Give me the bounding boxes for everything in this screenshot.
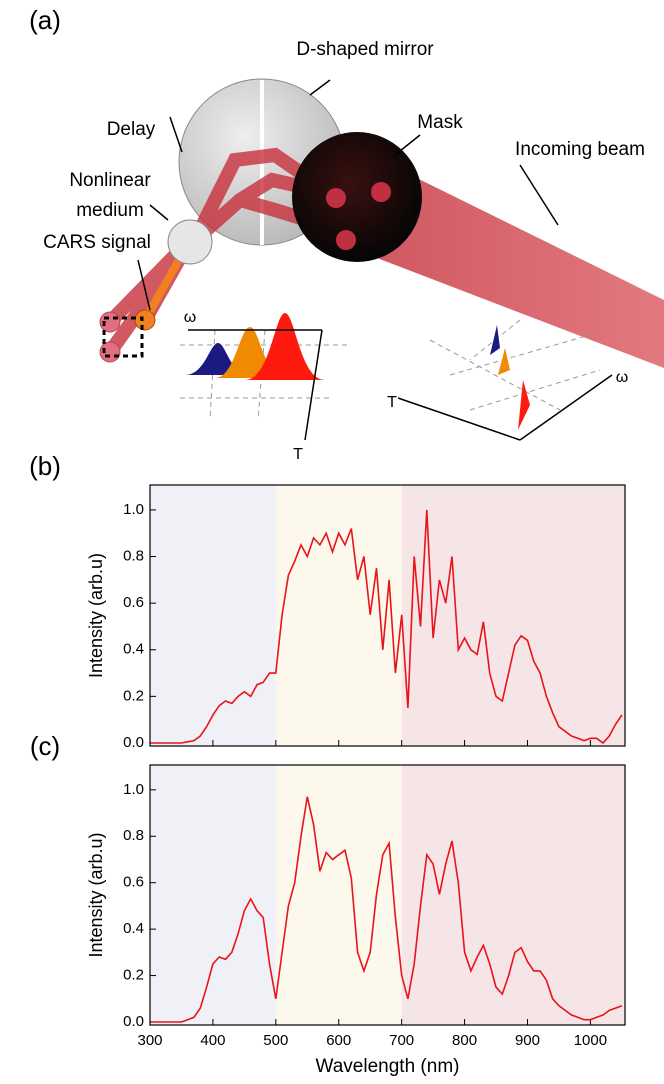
diagram: (a) D-shaped mirror Delay Mask Incoming … <box>29 5 664 463</box>
x-tick-label: 600 <box>326 1032 351 1049</box>
y-tick-label: 1.0 <box>123 501 144 518</box>
x-tick-label: 400 <box>200 1032 225 1049</box>
y-tick-label: 1.0 <box>123 781 144 798</box>
axis-label: ω <box>184 309 197 326</box>
x-tick-label: 800 <box>452 1032 477 1049</box>
y-tick-label: 0.0 <box>123 1013 144 1030</box>
label: Nonlinear <box>69 170 151 191</box>
nonlinear-medium <box>167 219 213 265</box>
x-tick-label: 700 <box>389 1032 414 1049</box>
line <box>150 509 623 745</box>
panel-label: (a) <box>29 5 61 35</box>
panel-label: (b) <box>29 451 61 481</box>
cars-spot <box>134 309 156 331</box>
mask-hole <box>336 230 356 250</box>
axis-label: ω <box>616 369 629 386</box>
plot-frame <box>149 484 626 747</box>
line <box>150 796 623 1023</box>
y-tick-label: 0.8 <box>123 548 144 565</box>
band <box>275 485 402 746</box>
panel-label: (c) <box>30 731 60 761</box>
x-tick-label: 1000 <box>574 1032 607 1049</box>
x-axis-label: Wavelength (nm) <box>316 1056 460 1077</box>
y-axis-label: Intensity (arb.u) <box>86 832 106 957</box>
label: Incoming beam <box>515 139 645 160</box>
x-tick-label: 300 <box>137 1032 162 1049</box>
label: Mask <box>417 112 463 133</box>
dashed-box <box>102 316 144 358</box>
y-tick-label: 0.4 <box>123 641 144 658</box>
mask-hole <box>326 188 346 208</box>
band <box>150 485 276 746</box>
label: D-shaped mirror <box>296 39 434 60</box>
y-tick-label: 0.6 <box>123 594 144 611</box>
y-tick-label: 0.2 <box>123 687 144 704</box>
label: CARS signal <box>43 232 151 253</box>
mask <box>292 132 422 262</box>
arrows <box>137 79 559 311</box>
pulse-inset-right <box>397 319 613 441</box>
band <box>401 765 625 1025</box>
label: medium <box>76 200 144 221</box>
y-axis-label: Intensity (arb.u) <box>86 553 106 678</box>
y-tick-label: 0.8 <box>123 827 144 844</box>
mask-hole <box>371 182 391 202</box>
label: Delay <box>107 119 156 140</box>
y-tick-label: 0.4 <box>123 920 144 937</box>
band <box>150 765 276 1025</box>
plot-frame <box>149 764 626 1026</box>
y-tick-label: 0.2 <box>123 967 144 984</box>
y-tick-label: 0.0 <box>123 734 144 751</box>
x-tick-label: 500 <box>263 1032 288 1049</box>
band <box>275 765 402 1025</box>
axis-label: T <box>293 446 303 463</box>
band <box>401 485 625 746</box>
x-tick-label: 900 <box>515 1032 540 1049</box>
axis-label: T <box>387 394 397 411</box>
pulse-inset-left <box>180 313 350 441</box>
y-tick-label: 0.6 <box>123 874 144 891</box>
